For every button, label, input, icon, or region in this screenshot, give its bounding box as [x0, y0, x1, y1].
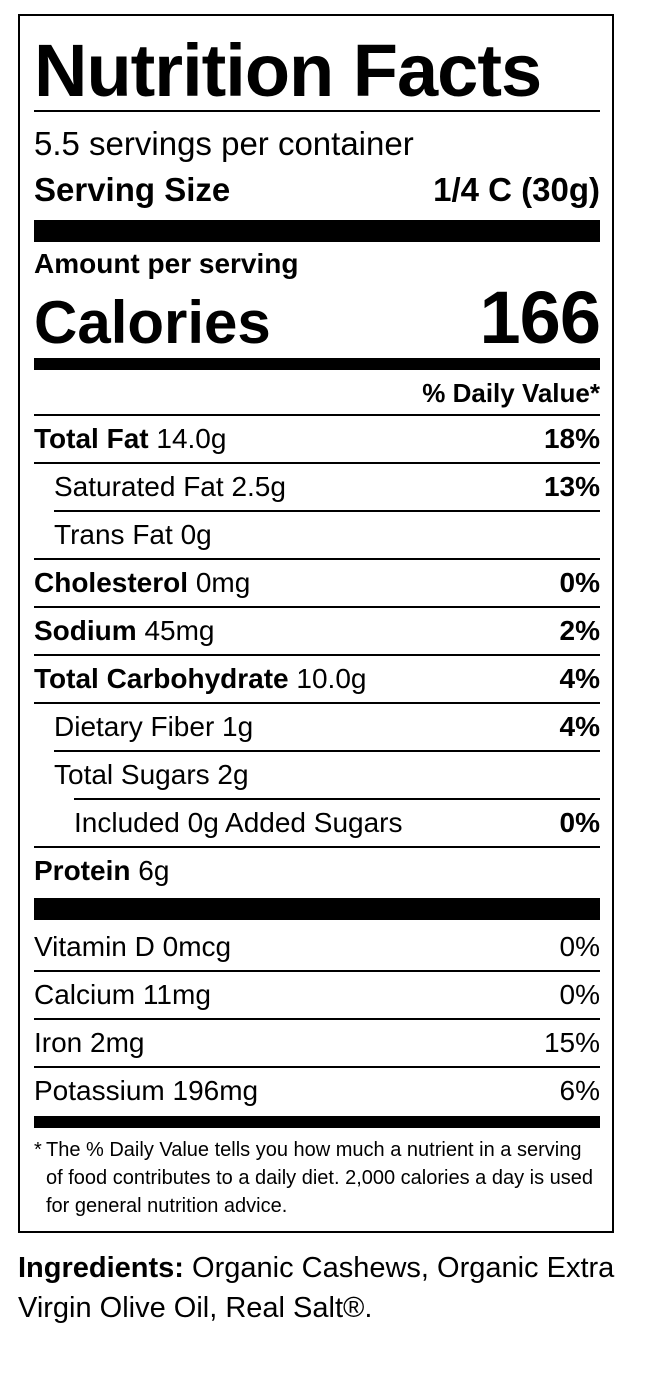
nutrient-dv: 4% — [559, 663, 600, 694]
divider-thin — [54, 750, 600, 752]
nutrient-dv: 4% — [559, 711, 600, 742]
vitamin-dv: 15% — [543, 1027, 600, 1058]
nutrient-name: Total Carbohydrate — [34, 663, 289, 694]
nutrient-row-added-sugars: Included 0g Added Sugars 0% — [74, 800, 600, 846]
vitamin-dv: 0% — [559, 931, 600, 962]
calories-row: Calories 166 — [34, 276, 601, 363]
divider-thin — [34, 654, 600, 656]
nutrient-amount: 6g — [138, 855, 170, 886]
divider-thin — [74, 798, 600, 800]
divider-thin — [34, 846, 600, 848]
divider-thin — [34, 1066, 600, 1068]
divider-thin — [34, 462, 600, 464]
nutrient-row-total-fat: Total Fat 14.0g 18% — [34, 416, 600, 462]
vitamin-name: Iron — [34, 1027, 83, 1058]
nutrient-amount: 0mg — [195, 567, 251, 598]
vitamin-name: Potassium — [34, 1075, 165, 1106]
nutrient-dv: 0% — [559, 567, 600, 598]
nutrient-name: Total Fat — [34, 423, 149, 454]
nutrient-name: Saturated Fat — [54, 471, 224, 502]
ingredients-label: Ingredients: — [18, 1252, 184, 1284]
divider-thin — [34, 970, 600, 972]
panel-title: Nutrition Facts — [34, 29, 542, 112]
nutrient-row-total-carbohydrate: Total Carbohydrate 10.0g 4% — [34, 656, 600, 702]
footnote-text: The % Daily Value tells you how much a n… — [46, 1139, 594, 1217]
nutrient-amount: 0g — [180, 519, 212, 550]
nutrient-name: Dietary Fiber — [54, 711, 215, 742]
nutrient-dv: 2% — [559, 615, 600, 646]
nutrient-amount: 2.5g — [231, 471, 286, 502]
divider-thick — [34, 220, 600, 242]
vitamin-amount: 0mcg — [162, 931, 232, 962]
nutrient-name: Trans Fat — [54, 519, 173, 550]
nutrient-row-sodium: Sodium 45mg 2% — [34, 608, 600, 654]
calories-label: Calories — [34, 289, 271, 356]
nutrition-facts-panel: Nutrition Facts 5.5 servings per contain… — [18, 14, 614, 1233]
footnote-asterisk: * — [34, 1139, 42, 1161]
divider-thick — [34, 898, 600, 920]
vitamin-amount: 2mg — [90, 1027, 145, 1058]
vitamin-name: Vitamin D — [34, 931, 155, 962]
serving-size-row: Serving Size 1/4 C (30g) — [34, 168, 600, 212]
vitamin-row-iron: Iron 2mg 15% — [34, 1020, 600, 1066]
nutrient-row-total-sugars: Total Sugars 2g — [54, 752, 600, 798]
divider-thin — [34, 1018, 600, 1020]
vitamin-dv: 6% — [559, 1075, 600, 1106]
nutrient-amount: 1g — [222, 711, 254, 742]
vitamin-amount: 196mg — [172, 1075, 259, 1106]
divider-thin — [34, 558, 600, 560]
nutrient-dv: 18% — [543, 423, 600, 454]
nutrient-name: Sodium — [34, 615, 137, 646]
nutrient-dv: 0% — [559, 807, 600, 838]
nutrient-row-saturated-fat: Saturated Fat 2.5g 13% — [54, 464, 600, 510]
daily-value-footnote: * The % Daily Value tells you how much a… — [34, 1136, 600, 1220]
servings-per-container: 5.5 servings per container — [34, 125, 414, 162]
vitamin-amount: 11mg — [142, 979, 211, 1010]
nutrient-name: Total Sugars — [54, 759, 210, 790]
nutrient-row-trans-fat: Trans Fat 0g — [54, 512, 600, 558]
divider-thin — [34, 606, 600, 608]
nutrient-amount: 10.0g — [296, 663, 367, 694]
ingredients-text: Organic Cashews, Organic Extra Virgin Ol… — [18, 1252, 615, 1324]
daily-value-header: % Daily Value* — [422, 378, 600, 408]
nutrient-row-protein: Protein 6g — [34, 848, 600, 894]
nutrient-amount: 2g — [217, 759, 249, 790]
nutrient-amount: 14.0g — [156, 423, 227, 454]
amount-per-serving: Amount per serving — [34, 248, 299, 279]
calories-value: 166 — [479, 276, 601, 359]
nutrient-name: Protein — [34, 855, 131, 886]
vitamin-name: Calcium — [34, 979, 136, 1010]
ingredients-statement: Ingredients: Organic Cashews, Organic Ex… — [18, 1248, 618, 1328]
nutrient-row-dietary-fiber: Dietary Fiber 1g 4% — [54, 704, 600, 750]
vitamin-row-vitamin-d: Vitamin D 0mcg 0% — [34, 924, 600, 970]
divider-thin — [54, 510, 600, 512]
divider-thin — [34, 110, 600, 112]
divider-medium — [34, 358, 600, 370]
nutrient-name: Cholesterol — [34, 567, 189, 598]
serving-size-value: 1/4 C (30g) — [433, 171, 600, 208]
serving-size-label: Serving Size — [34, 171, 231, 208]
divider-thin — [34, 702, 600, 704]
nutrient-dv: 13% — [543, 471, 600, 502]
vitamin-row-potassium: Potassium 196mg 6% — [34, 1068, 600, 1114]
divider-medium — [34, 1116, 600, 1128]
vitamin-row-calcium: Calcium 11mg 0% — [34, 972, 600, 1018]
vitamin-dv: 0% — [559, 979, 600, 1010]
divider-thin — [34, 414, 600, 416]
nutrient-name: Included 0g Added Sugars — [74, 807, 403, 838]
nutrient-row-cholesterol: Cholesterol 0mg 0% — [34, 560, 600, 606]
nutrient-amount: 45mg — [144, 615, 215, 646]
